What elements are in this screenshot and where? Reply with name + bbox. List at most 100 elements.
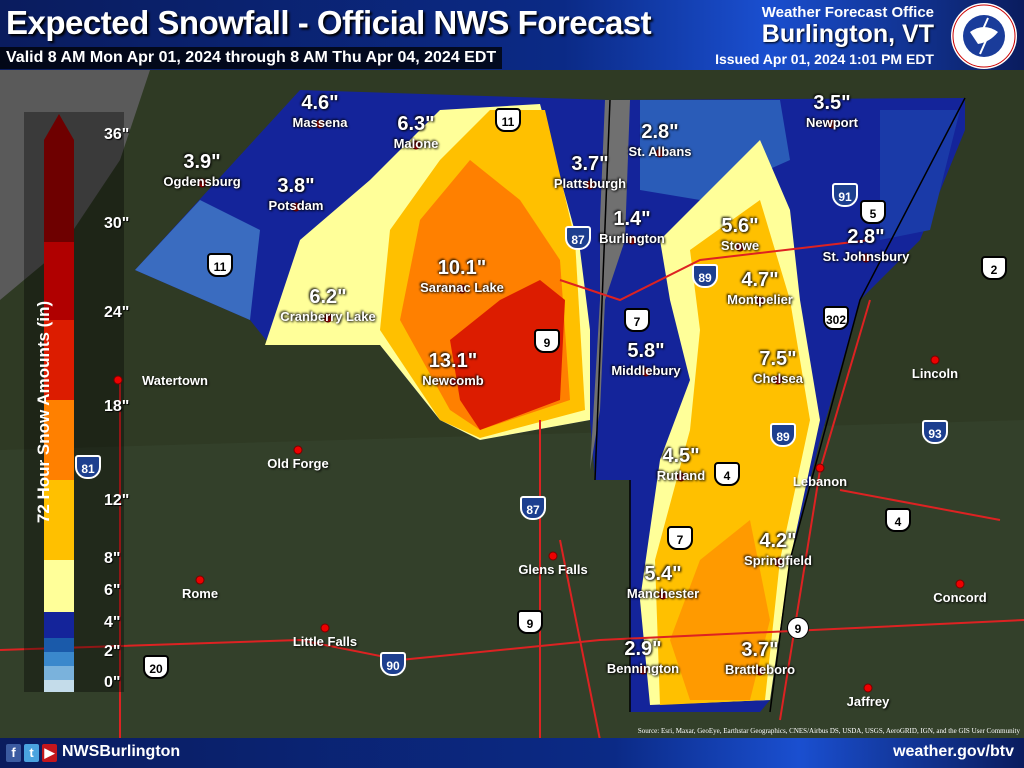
highway-shield: 90 <box>380 652 406 676</box>
forecast-label: 5.8" Middlebury <box>611 340 680 378</box>
legend-tick: 2" <box>104 643 121 660</box>
city-marker <box>585 180 595 190</box>
city-marker <box>735 242 745 252</box>
city-marker <box>676 472 686 482</box>
city-name: Burlington <box>599 231 665 246</box>
city-name: Rutland <box>656 468 706 483</box>
highway-shield: 4 <box>714 462 740 486</box>
youtube-icon[interactable]: ▶ <box>42 744 57 762</box>
lake-champlain <box>590 100 630 470</box>
legend-tick: 8" <box>104 550 121 567</box>
city-marker <box>827 119 837 129</box>
snow-amount: 7.5" <box>759 348 797 370</box>
city-name: St. Johnsbury <box>822 249 910 264</box>
highway-shield: 11 <box>495 108 521 132</box>
snow-amount: 4.7" <box>741 269 779 291</box>
nws-logo-icon <box>951 3 1017 69</box>
town-marker <box>815 463 825 473</box>
highway-shield: 4 <box>885 508 911 532</box>
city-marker <box>291 202 301 212</box>
town-name: Lebanon <box>792 474 848 489</box>
forecast-label: 4.7" Montpelier <box>727 269 793 307</box>
forecast-label: 5.6" Stowe <box>721 215 759 253</box>
legend-band <box>44 320 74 400</box>
town-name: Lincoln <box>911 366 959 381</box>
forecast-label: 3.5" Newport <box>806 92 858 130</box>
forecast-label: 2.8" St. Albans <box>628 121 691 159</box>
footer-bar: f t ▶ NWSBurlington weather.gov/btv <box>0 738 1024 768</box>
city-name: Chelsea <box>753 371 803 386</box>
city-name: Potsdam <box>268 198 324 213</box>
snow-amount: 4.2" <box>759 530 797 552</box>
city-marker <box>773 375 783 385</box>
city-name: St. Albans <box>628 144 692 159</box>
city-name: Massena <box>292 115 348 130</box>
city-name: Brattleboro <box>724 662 796 677</box>
city-marker <box>773 557 783 567</box>
legend-band <box>44 652 74 666</box>
forecast-label: 1.4" Burlington <box>599 208 665 246</box>
legend-band <box>44 612 74 638</box>
city-marker <box>755 666 765 676</box>
legend-tick: 0" <box>104 674 121 691</box>
forecast-label: 2.9" Bennington <box>607 638 679 676</box>
legend-band <box>44 666 74 680</box>
facebook-icon[interactable]: f <box>6 744 21 762</box>
town-name: Little Falls <box>292 634 358 649</box>
snow-amount: 2.9" <box>624 638 662 660</box>
town-name: Glens Falls <box>518 562 588 577</box>
website-link[interactable]: weather.gov/btv <box>893 743 1014 760</box>
forecast-label: 4.5" Rutland <box>657 445 705 483</box>
highway-shield: 87 <box>520 496 546 520</box>
forecast-label: 3.9" Ogdensburg <box>163 151 240 189</box>
legend-band <box>44 242 74 320</box>
town-marker <box>195 575 205 585</box>
legend-tick: 36" <box>104 126 130 143</box>
highway-shield: 7 <box>667 526 693 550</box>
city-marker <box>641 367 651 377</box>
city-marker <box>861 253 871 263</box>
highway-shield: 20 <box>143 655 169 679</box>
legend-title: 72 Hour Snow Amounts (in) <box>34 300 53 524</box>
snow-amount: 4.6" <box>301 92 339 114</box>
legend-color-bar <box>44 114 74 692</box>
highway-shield: 81 <box>75 455 101 479</box>
city-name: Springfield <box>744 553 812 568</box>
social-handle[interactable]: NWSBurlington <box>62 743 181 760</box>
town-name: Rome <box>181 586 219 601</box>
town-marker <box>548 551 558 561</box>
town-marker <box>320 623 330 633</box>
city-marker <box>197 178 207 188</box>
highway-shield: 91 <box>832 183 858 207</box>
city-name: Stowe <box>720 238 760 253</box>
city-name: Middlebury <box>611 363 681 378</box>
map-source-credit: Source: Esri, Maxar, GeoEye, Earthstar G… <box>637 727 1020 735</box>
legend-band <box>44 560 74 612</box>
town-marker <box>113 375 123 385</box>
forecast-label: 3.7" Plattsburgh <box>554 153 626 191</box>
highway-shield: 9 <box>517 610 543 634</box>
city-marker <box>627 235 637 245</box>
city-marker <box>448 377 458 387</box>
town-marker <box>955 579 965 589</box>
page-title: Expected Snowfall - Official NWS Forecas… <box>6 4 652 41</box>
city-name: Montpelier <box>727 292 793 307</box>
town-name: Jaffrey <box>846 694 890 709</box>
city-marker <box>315 119 325 129</box>
highway-shield: 87 <box>565 226 591 250</box>
snow-amount: 6.2" <box>309 286 347 308</box>
city-name: Manchester <box>626 586 700 601</box>
forecast-label: 3.7" Brattleboro <box>725 639 795 677</box>
city-name: Newport <box>806 115 858 130</box>
highway-shield: 302 <box>823 306 849 330</box>
highway-shield: 11 <box>207 253 233 277</box>
legend-tick: 6" <box>104 582 121 599</box>
city-marker <box>658 590 668 600</box>
twitter-icon[interactable]: t <box>24 744 39 762</box>
snow-amount: 5.8" <box>627 340 665 362</box>
city-marker <box>323 313 333 323</box>
city-name: Cranberry Lake <box>280 309 376 324</box>
header-bar: Expected Snowfall - Official NWS Forecas… <box>0 0 1024 70</box>
snow-amount: 3.9" <box>183 151 221 173</box>
town-marker <box>930 355 940 365</box>
